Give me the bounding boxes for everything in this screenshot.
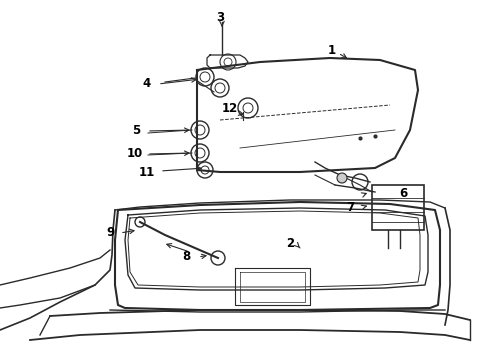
- Text: 4: 4: [143, 77, 151, 90]
- Text: 8: 8: [182, 249, 190, 262]
- Text: 9: 9: [106, 225, 114, 239]
- Text: 7: 7: [346, 201, 354, 213]
- Text: 5: 5: [132, 123, 140, 136]
- Text: 10: 10: [127, 147, 143, 159]
- Text: 12: 12: [222, 102, 238, 114]
- Text: 6: 6: [399, 186, 407, 199]
- Text: 3: 3: [216, 10, 224, 23]
- Circle shape: [337, 173, 347, 183]
- Text: 1: 1: [328, 44, 336, 57]
- Text: 11: 11: [139, 166, 155, 179]
- Text: 2: 2: [286, 237, 294, 249]
